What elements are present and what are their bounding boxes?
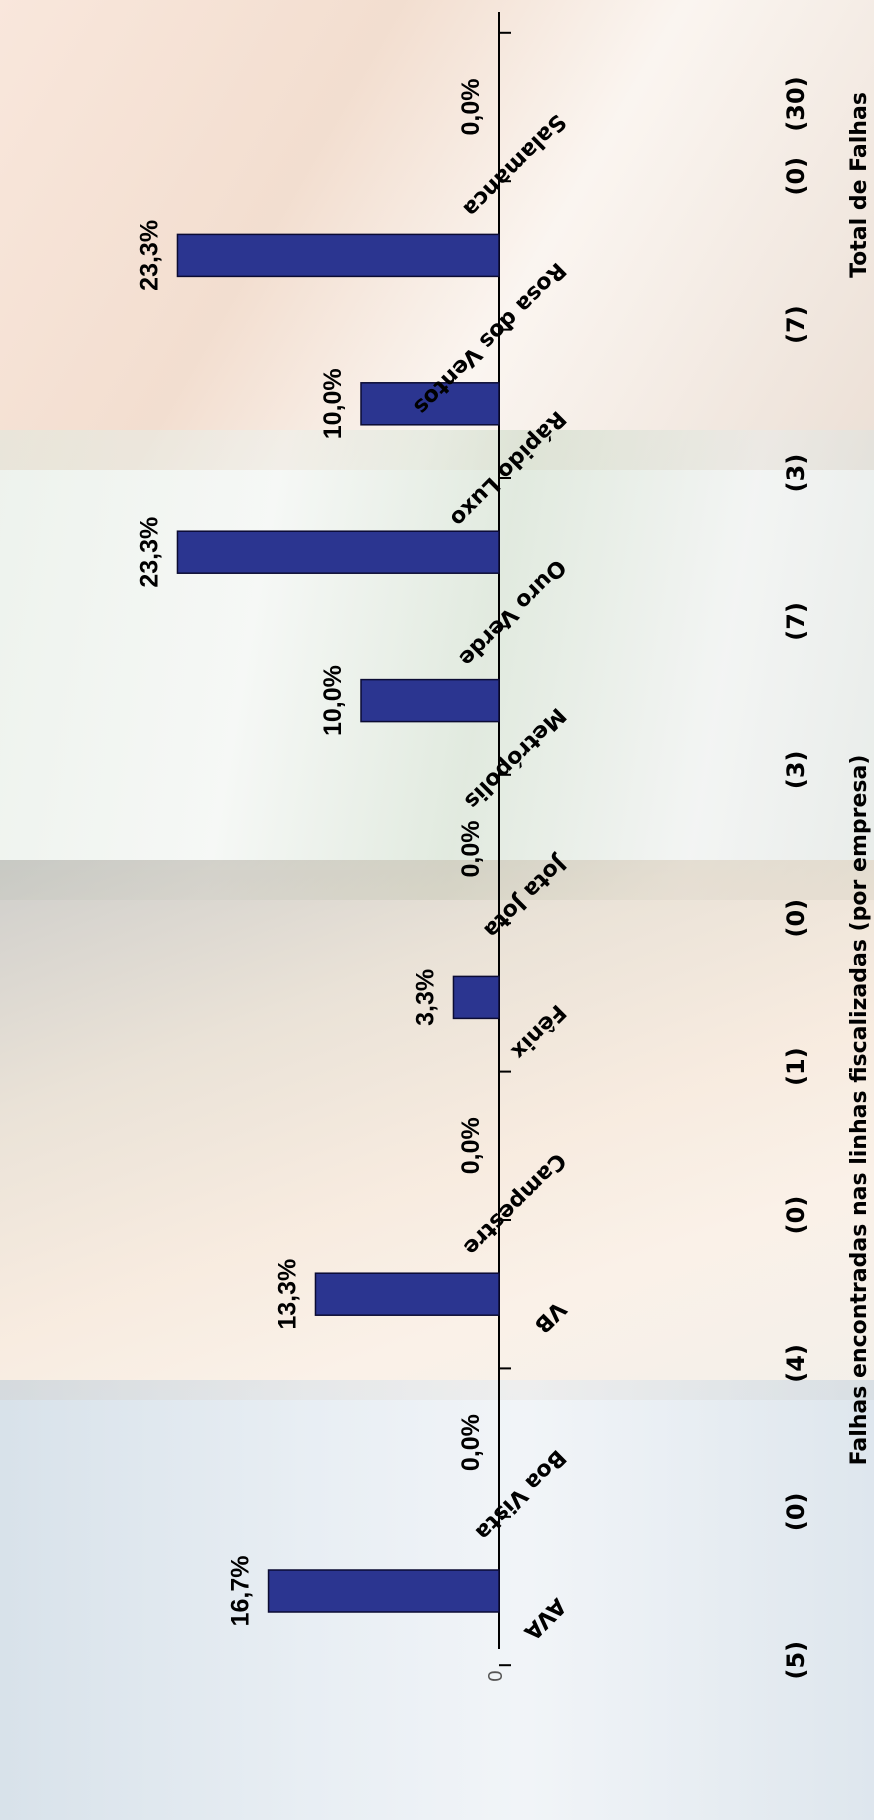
bar-ava — [267, 1569, 500, 1613]
count-label: (0) — [782, 1196, 810, 1235]
value-label-vb: 13,3% — [273, 1259, 301, 1330]
value-label-campestre: 0,0% — [457, 1117, 485, 1174]
value-label-salamanca: 0,0% — [457, 79, 485, 136]
category-label-ava: AVA — [519, 1593, 571, 1645]
total-count: (30) — [782, 76, 810, 131]
bar-ouro-verde — [176, 530, 500, 574]
count-label: (0) — [782, 157, 810, 196]
total-label: Total de Falhas — [847, 92, 872, 278]
chart-title: Falhas encontradas nas linhas fiscalizad… — [847, 755, 872, 1466]
value-label-metropolis: 10,0% — [319, 665, 347, 736]
category-label-vb: VB — [529, 1296, 571, 1338]
category-label-boa-vista: Boa Vista — [470, 1444, 570, 1544]
axis-zero-label: 0 — [485, 1670, 507, 1681]
count-label: (3) — [782, 454, 810, 493]
value-label-boa-vista: 0,0% — [457, 1414, 485, 1471]
count-label: (7) — [782, 305, 810, 344]
bar-rapido-luxo — [360, 382, 500, 426]
bar-fenix — [452, 975, 500, 1020]
value-label-fenix: 3,3% — [411, 969, 439, 1026]
value-labels-group: 16,7% 0,0% 13,3% 0,0% 3,3% 0,0% 10,0% 23,3% 10,0… — [135, 79, 485, 1627]
value-label-rosa-dos-ventos: 23,3% — [135, 220, 163, 291]
count-label: (0) — [782, 899, 810, 938]
count-label: (4) — [782, 1344, 810, 1383]
value-label-rapido-luxo: 10,0% — [319, 368, 347, 439]
background-photo-buses — [0, 430, 874, 900]
value-label-ouro-verde: 23,3% — [135, 517, 163, 588]
count-label: (7) — [782, 602, 810, 641]
count-label: (3) — [782, 750, 810, 789]
bars-group — [176, 233, 500, 1613]
bar-vb — [314, 1272, 500, 1316]
count-label: (1) — [782, 1047, 810, 1086]
category-label-fenix: Fênix — [506, 999, 571, 1064]
bar-rosa-dos-ventos — [176, 233, 500, 278]
bar-metropolis — [360, 678, 500, 723]
category-label-jota-jota: Jota Jota — [479, 849, 572, 942]
value-axis — [498, 12, 511, 1667]
value-label-jota-jota: 0,0% — [457, 821, 485, 878]
value-label-ava: 16,7% — [227, 1556, 255, 1627]
count-label: (0) — [782, 1492, 810, 1531]
count-labels-group: (5) (0) (4) (0) (1) (0) (3) (7) (3) (7) (0) — [782, 157, 810, 1680]
count-label: (5) — [782, 1641, 810, 1680]
